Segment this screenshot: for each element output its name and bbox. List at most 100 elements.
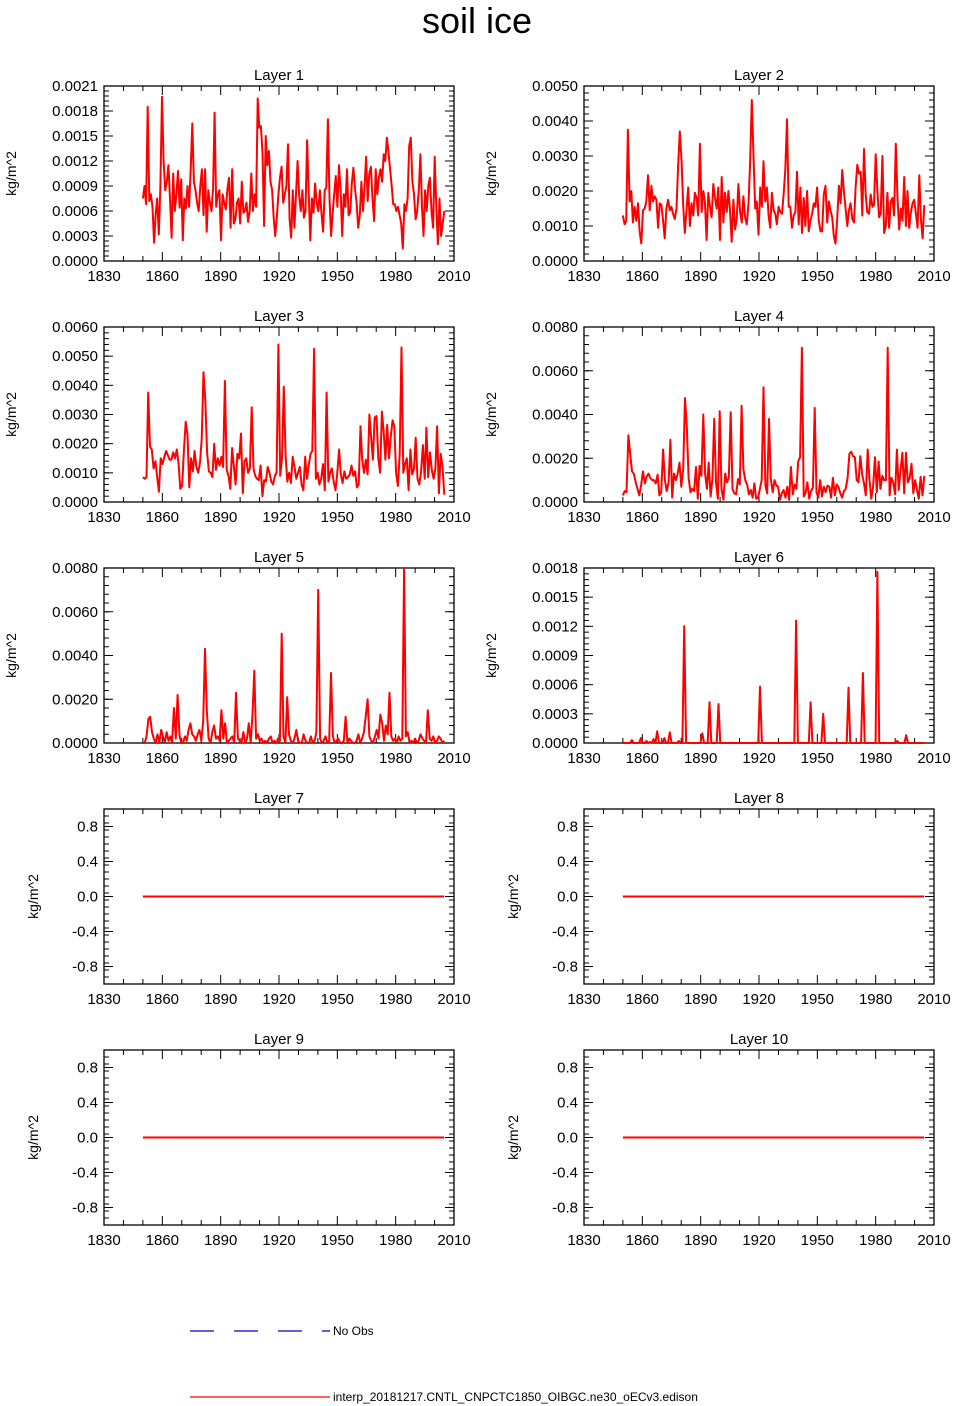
- panel-1-xtick-label: 1980: [379, 268, 412, 285]
- panel-7-title: Layer 7: [254, 790, 304, 807]
- panel-5-xtick-label: 1920: [262, 750, 295, 767]
- panel-2-xtick-label: 1830: [567, 268, 600, 285]
- panel-9-ytick-label: 0.4: [77, 1095, 98, 1112]
- panel-4-xtick-label: 1920: [742, 509, 775, 526]
- panel-9-xtick-label: 2010: [437, 1232, 470, 1249]
- panel-5-ytick-label: 0.0020: [52, 691, 98, 708]
- panel-4-xtick-label: 1890: [684, 509, 717, 526]
- panel-10-ytick-label: -0.4: [552, 1165, 578, 1182]
- panel-2-ytick-label: 0.0030: [532, 148, 578, 165]
- panel-10-ytick-label: -0.8: [552, 1200, 578, 1217]
- panel-10-xtick-label: 2010: [917, 1232, 950, 1249]
- panel-7-xtick-label: 1830: [87, 991, 120, 1008]
- panel-3-xtick-label: 1950: [321, 509, 354, 526]
- panel-3-ytick-label: 0.0040: [52, 377, 98, 394]
- panel-2-ylabel: kg/m^2: [483, 151, 499, 196]
- panel-3-ytick-label: 0.0000: [52, 494, 98, 511]
- panel-1-ytick-label: 0.0012: [52, 153, 98, 170]
- panel-4-title: Layer 4: [734, 308, 784, 325]
- panel-1-ytick-label: 0.0003: [52, 228, 98, 245]
- panel-10-ytick-label: 0.4: [557, 1095, 578, 1112]
- panel-10-ytick-label: 0.8: [557, 1060, 578, 1077]
- panel-8-xtick-label: 1860: [626, 991, 659, 1008]
- panel-1-xtick-label: 1950: [321, 268, 354, 285]
- page-title: soil ice: [421, 0, 533, 41]
- panel-3-ytick-label: 0.0060: [52, 319, 98, 336]
- panel-8-ylabel: kg/m^2: [505, 874, 521, 919]
- panel-5-xtick-label: 1860: [146, 750, 179, 767]
- panel-8-xtick-label: 1950: [801, 991, 834, 1008]
- panel-1-ytick-label: 0.0021: [52, 78, 98, 95]
- panel-6-xtick-label: 1860: [626, 750, 659, 767]
- panel-5-ytick-label: 0.0040: [52, 648, 98, 665]
- panel-5-title: Layer 5: [254, 549, 304, 566]
- panel-6-ytick-label: 0.0018: [532, 560, 578, 577]
- panel-2-ytick-label: 0.0010: [532, 218, 578, 235]
- panel-1-ytick-label: 0.0009: [52, 178, 98, 195]
- panel-8-ytick-label: 0.0: [557, 889, 578, 906]
- panel-1-xtick-label: 1830: [87, 268, 120, 285]
- panel-6-xtick-label: 1920: [742, 750, 775, 767]
- panel-1-xtick-label: 1920: [262, 268, 295, 285]
- panel-3-ytick-label: 0.0050: [52, 348, 98, 365]
- panel-4-xtick-label: 1980: [859, 509, 892, 526]
- panel-5-xtick-label: 1950: [321, 750, 354, 767]
- panel-4-ytick-label: 0.0020: [532, 450, 578, 467]
- panel-9-xtick-label: 1950: [321, 1232, 354, 1249]
- panel-1-ytick-label: 0.0018: [52, 103, 98, 120]
- panel-7-xtick-label: 1980: [379, 991, 412, 1008]
- panel-9-xtick-label: 1890: [204, 1232, 237, 1249]
- panel-2-xtick-label: 2010: [917, 268, 950, 285]
- panel-5-xtick-label: 2010: [437, 750, 470, 767]
- panel-5-frame: [103, 567, 455, 744]
- panel-6-series-line: [622, 570, 925, 744]
- panel-10-title: Layer 10: [730, 1031, 788, 1048]
- panel-5-xtick-label: 1830: [87, 750, 120, 767]
- panel-9-title: Layer 9: [254, 1031, 304, 1048]
- panel-9-xtick-label: 1920: [262, 1232, 295, 1249]
- panel-1-xtick-label: 1890: [204, 268, 237, 285]
- panel-3-xtick-label: 1830: [87, 509, 120, 526]
- panel-9-xtick-label: 1860: [146, 1232, 179, 1249]
- panel-6-ytick-label: 0.0006: [532, 677, 578, 694]
- panel-10-ylabel: kg/m^2: [505, 1115, 521, 1160]
- panel-7-xtick-label: 2010: [437, 991, 470, 1008]
- panel-2-xtick-label: 1860: [626, 268, 659, 285]
- panel-6-xtick-label: 2010: [917, 750, 950, 767]
- panel-9-xtick-label: 1980: [379, 1232, 412, 1249]
- panel-4-ylabel: kg/m^2: [483, 392, 499, 437]
- panel-5-xtick-label: 1980: [379, 750, 412, 767]
- panel-7-ytick-label: 0.4: [77, 854, 98, 871]
- panel-2-xtick-label: 1920: [742, 268, 775, 285]
- panel-1-series-line: [141, 95, 446, 250]
- panel-2-xtick-label: 1950: [801, 268, 834, 285]
- panel-6-title: Layer 6: [734, 549, 784, 566]
- panel-10-xtick-label: 1950: [801, 1232, 834, 1249]
- panel-7-ytick-label: -0.4: [72, 924, 98, 941]
- panel-8-ytick-label: -0.8: [552, 959, 578, 976]
- panel-9-ytick-label: -0.4: [72, 1165, 98, 1182]
- panel-8-xtick-label: 1890: [684, 991, 717, 1008]
- panel-3-xtick-label: 1980: [379, 509, 412, 526]
- panel-3-xtick-label: 1860: [146, 509, 179, 526]
- panel-5-ytick-label: 0.0000: [52, 735, 98, 752]
- panel-3-xtick-label: 1890: [204, 509, 237, 526]
- panel-9-ytick-label: 0.8: [77, 1060, 98, 1077]
- panel-2-ytick-label: 0.0050: [532, 78, 578, 95]
- panel-2-ytick-label: 0.0020: [532, 183, 578, 200]
- panel-7-ytick-label: -0.8: [72, 959, 98, 976]
- panel-8-title: Layer 8: [734, 790, 784, 807]
- panel-6-xtick-label: 1830: [567, 750, 600, 767]
- panel-6-xtick-label: 1950: [801, 750, 834, 767]
- panel-10-xtick-label: 1890: [684, 1232, 717, 1249]
- panel-5-ylabel: kg/m^2: [3, 633, 19, 678]
- panel-8-xtick-label: 1830: [567, 991, 600, 1008]
- panel-3-ylabel: kg/m^2: [3, 392, 19, 437]
- panel-4-xtick-label: 2010: [917, 509, 950, 526]
- panel-6-ytick-label: 0.0000: [532, 735, 578, 752]
- panel-4-ytick-label: 0.0080: [532, 319, 578, 336]
- panel-8-ytick-label: 0.8: [557, 819, 578, 836]
- panel-10-xtick-label: 1830: [567, 1232, 600, 1249]
- panel-3-title: Layer 3: [254, 308, 304, 325]
